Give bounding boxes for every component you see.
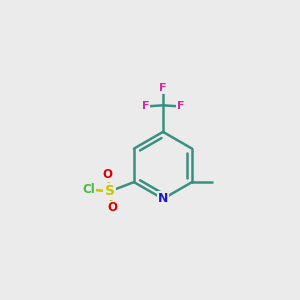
Text: F: F — [159, 83, 167, 93]
Text: Cl: Cl — [82, 183, 95, 196]
Text: S: S — [105, 184, 115, 198]
Text: F: F — [177, 101, 184, 112]
Text: N: N — [158, 192, 168, 206]
Text: F: F — [142, 101, 149, 112]
Text: O: O — [107, 202, 117, 214]
Text: O: O — [102, 168, 112, 181]
